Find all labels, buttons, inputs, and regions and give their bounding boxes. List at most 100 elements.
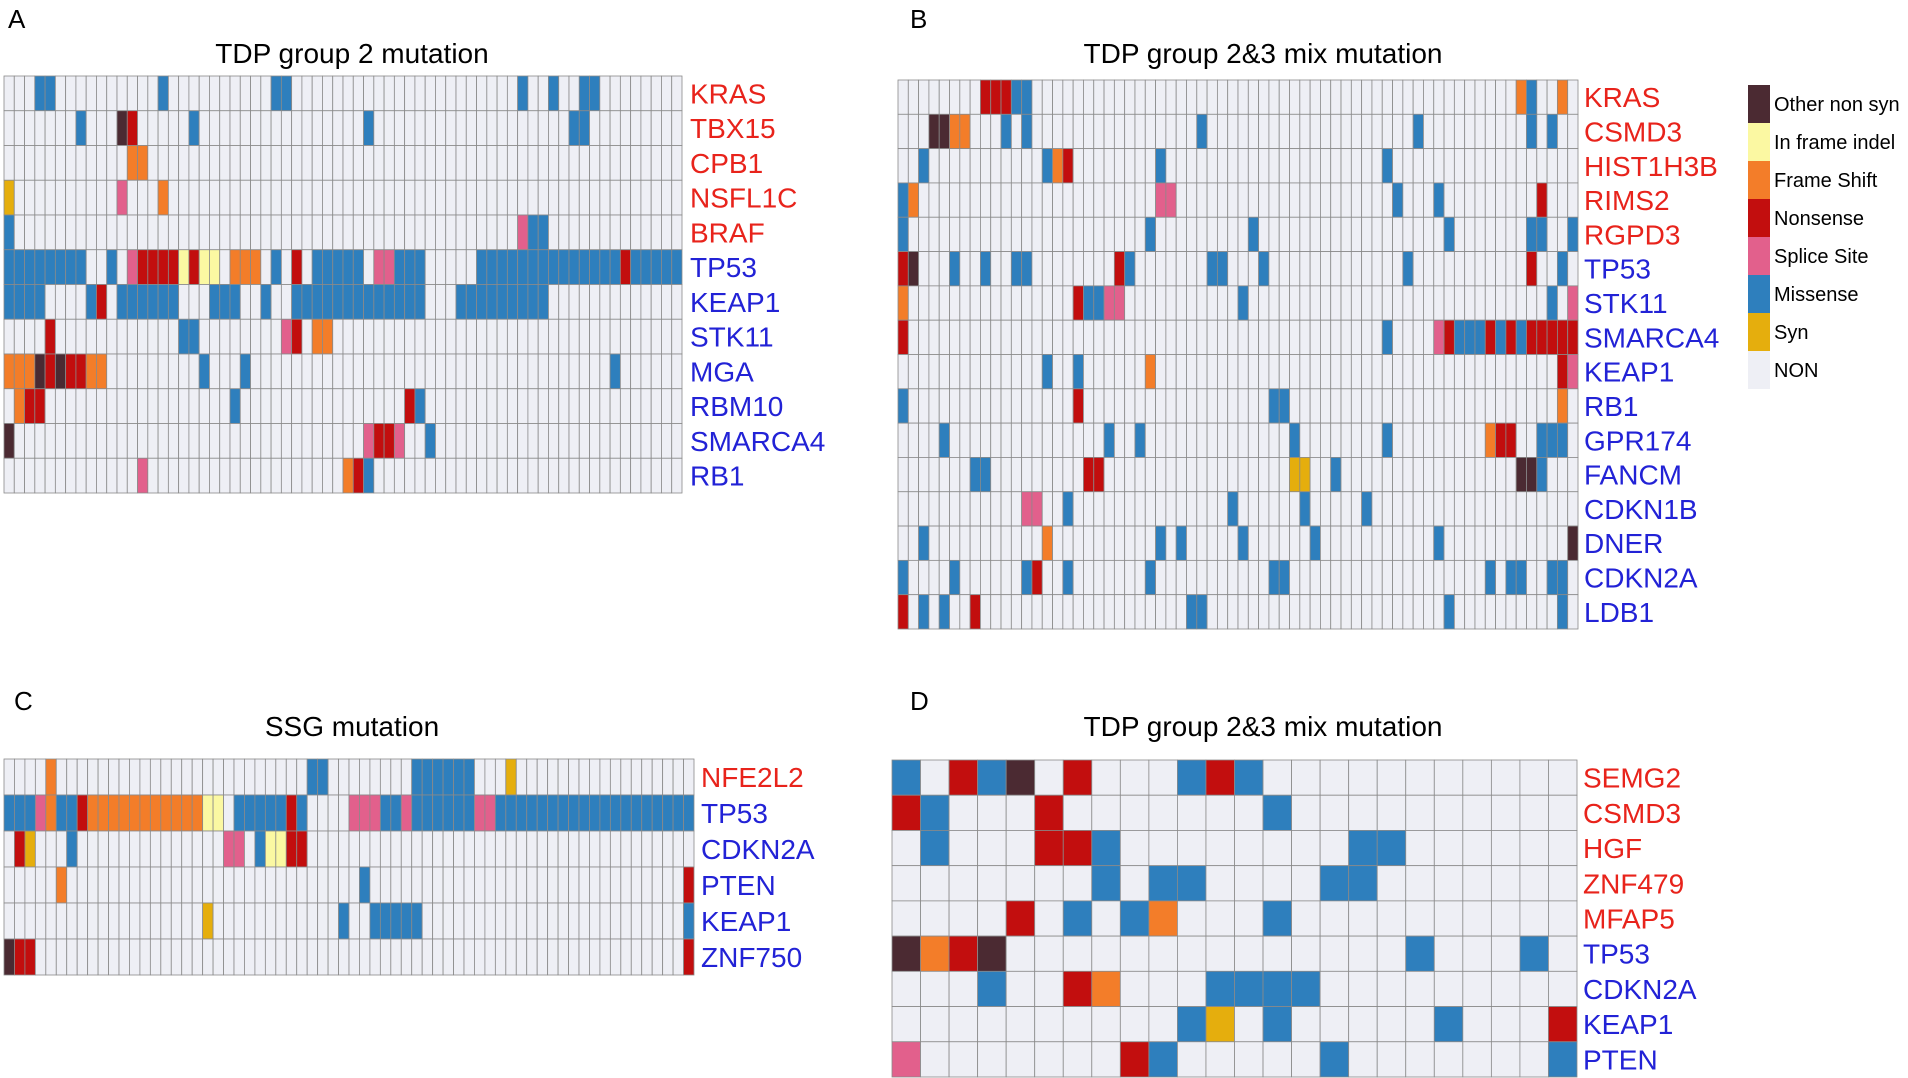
- cell-tp53-5: [1034, 935, 1064, 972]
- cell-cdkn2a-38: [400, 830, 413, 868]
- cell-csmd3-5: [1034, 794, 1064, 831]
- cell-tp53-32: [332, 249, 344, 285]
- cell-cdkn2a-7: [76, 830, 89, 868]
- cell-cdkn2a-13: [1031, 559, 1043, 596]
- cell-ldb1-11: [1010, 594, 1023, 630]
- cell-rgpd3-20: [1103, 216, 1115, 252]
- cell-rb1-3: [928, 388, 940, 424]
- cell-fancm-63: [1546, 457, 1558, 493]
- cell-braf-25: [260, 214, 272, 251]
- cell-nsfl1c-50: [517, 179, 529, 216]
- cell-stk11-55: [568, 318, 580, 355]
- cell-mfap5-22: [1519, 900, 1549, 937]
- cell-mga-50: [517, 353, 529, 390]
- cell-hist1h3b-39: [1299, 148, 1311, 184]
- cell-nsfl1c-33: [342, 179, 354, 216]
- cell-tp53-63: [662, 794, 674, 832]
- cell-stk11-46: [476, 318, 488, 355]
- cell-cdkn2a-26: [1165, 559, 1177, 596]
- cell-rims2-52: [1433, 182, 1445, 218]
- cell-cdkn1b-33: [1237, 491, 1249, 527]
- cell-rb1-15: [1052, 388, 1064, 424]
- cell-stk11-41: [1320, 285, 1332, 321]
- cell-fancm-64: [1556, 457, 1569, 493]
- cell-keap1-4: [1005, 1006, 1036, 1043]
- cell-tp53-53: [1443, 251, 1455, 287]
- cell-mfap5-12: [1234, 900, 1264, 937]
- cell-smarca4-56: [1474, 319, 1486, 355]
- cell-nsfl1c-22: [229, 179, 241, 216]
- cell-rbm10-15: [157, 388, 169, 424]
- cell-cdkn1b-15: [1052, 491, 1064, 527]
- cell-gpr174-7: [969, 422, 981, 458]
- cell-rgpd3-34: [1247, 216, 1260, 252]
- cell-keap1-26: [1165, 354, 1177, 390]
- cell-tp53-21: [1490, 935, 1521, 972]
- cell-gpr174-14: [1041, 422, 1053, 458]
- cell-tp53-8: [85, 249, 97, 285]
- cell-pten-27: [285, 866, 298, 904]
- cell-tp53-10: [1177, 935, 1207, 972]
- cell-stk11-61: [1526, 285, 1538, 321]
- cell-tp53-14: [1041, 251, 1053, 287]
- cell-keap1-16: [1062, 354, 1074, 390]
- cell-cdkn1b-30: [1206, 491, 1218, 527]
- cell-stk11-39: [1299, 285, 1311, 321]
- cell-cdkn2a-48: [505, 830, 517, 868]
- cell-cdkn2a-14: [149, 830, 162, 868]
- cell-cdkn1b-23: [1134, 491, 1146, 527]
- cell-cpb1-16: [167, 145, 180, 181]
- cell-kras-2: [918, 79, 930, 115]
- cell-keap1-13: [137, 284, 149, 320]
- cell-braf-48: [496, 214, 508, 251]
- cell-pten-64: [672, 866, 684, 904]
- cell-rgpd3-7: [969, 216, 981, 252]
- cell-tp53-64: [672, 794, 684, 832]
- cell-hgf-6: [1062, 830, 1093, 867]
- cell-ldb1-8: [980, 594, 992, 630]
- cell-rgpd3-21: [1113, 216, 1126, 252]
- legend-label-syn: Syn: [1774, 322, 1808, 344]
- cell-tp53-25: [260, 249, 272, 285]
- cell-braf-65: [671, 214, 683, 251]
- cell-stk11-13: [137, 318, 149, 355]
- cell-csmd3-21: [1490, 794, 1521, 831]
- cell-nsfl1c-28: [291, 179, 303, 216]
- cell-stk11-65: [1567, 285, 1579, 321]
- cell-braf-60: [619, 214, 632, 251]
- cell-pten-3: [34, 866, 47, 904]
- cell-tp53-3: [928, 251, 940, 287]
- legend-label-frame-shift: Frame Shift: [1774, 170, 1878, 192]
- cell-cdkn2a-23: [1548, 970, 1578, 1007]
- cell-cdkn2a-62: [651, 830, 664, 868]
- cell-dner-38: [1289, 525, 1301, 561]
- cell-nsfl1c-16: [167, 179, 180, 216]
- cell-rims2-22: [1124, 182, 1136, 218]
- cell-smarca4-36: [1268, 319, 1280, 355]
- cell-stk11-6: [65, 318, 77, 355]
- cell-semg2-8: [1119, 759, 1150, 796]
- cell-tbx15-2: [24, 110, 36, 146]
- cell-semg2-2: [948, 759, 979, 796]
- cell-cdkn1b-48: [1392, 491, 1404, 527]
- cell-stk11-38: [393, 318, 406, 355]
- cell-znf750-33: [348, 938, 360, 976]
- cell-kras-26: [1165, 79, 1177, 115]
- cell-keap1-38: [393, 284, 406, 320]
- cell-csmd3-20: [1103, 113, 1115, 150]
- cell-rb1-39: [1299, 388, 1311, 424]
- cell-tp53-49: [506, 249, 519, 285]
- cell-tbx15-33: [342, 110, 354, 146]
- cell-cdkn2a-50: [1412, 559, 1424, 596]
- cell-rb1-38: [1289, 388, 1301, 424]
- cell-keap1-59: [620, 902, 632, 940]
- cell-cdkn1b-3: [928, 491, 940, 527]
- cell-rb1-5: [54, 457, 67, 494]
- cell-keap1-56: [1474, 354, 1486, 390]
- cell-tp53-35: [1258, 251, 1270, 287]
- cell-rb1-27: [1175, 388, 1187, 424]
- cell-csmd3-55: [1464, 113, 1476, 150]
- cell-cdkn1b-6: [959, 491, 971, 527]
- cell-cpb1-29: [301, 145, 313, 181]
- panel-a-title: TDP group 2 mutation: [215, 38, 488, 69]
